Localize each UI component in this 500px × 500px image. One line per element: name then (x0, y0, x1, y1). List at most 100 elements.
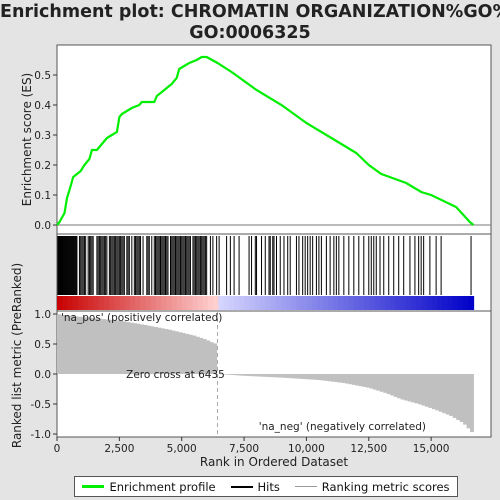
metric-bar-64 (279, 374, 284, 378)
metric-bar-23 (136, 323, 141, 374)
rank-color-band-seg-33 (228, 296, 235, 310)
es-panel-frame (56, 44, 492, 235)
metric-bar-62 (272, 374, 277, 378)
metric-bar-31 (164, 329, 169, 374)
rank-color-band-seg-28 (202, 296, 209, 310)
es-ytick-label-5: 0.5 (34, 70, 51, 82)
metric-bar-115 (456, 374, 461, 420)
rank-color-band-seg-48 (306, 296, 313, 310)
metric-bar-56 (251, 374, 256, 377)
es-ytick-label-0: 0.0 (34, 220, 51, 232)
metric-bar-40 (195, 336, 200, 374)
x-axis-label: Rank in Ordered Dataset (200, 455, 348, 469)
rank-color-band-seg-65 (395, 296, 402, 310)
metric-bar-74 (313, 374, 318, 380)
rank-color-band-seg-3 (72, 296, 79, 310)
metric-bar-78 (327, 374, 332, 382)
rank-color-band-seg-2 (67, 296, 74, 310)
metric-bar-98 (397, 374, 402, 399)
rank-color-band-seg-45 (291, 296, 298, 310)
rank-color-band-seg-10 (109, 296, 115, 310)
rank-color-band-seg-21 (166, 296, 173, 310)
chart-title-line2: GO:0006325 (189, 23, 311, 43)
rank-color-band-seg-29 (207, 296, 214, 310)
metric-bar-100 (404, 374, 408, 401)
rank-color-band-seg-12 (119, 296, 126, 310)
rank-color-band-seg-79 (468, 296, 475, 310)
rank-color-band-seg-9 (103, 296, 110, 310)
rank-color-band-seg-54 (338, 296, 344, 310)
metric-bar-22 (133, 323, 138, 374)
rank-color-band-seg-5 (83, 296, 89, 310)
rank-color-band-seg-78 (463, 296, 469, 310)
metric-bar-24 (140, 324, 145, 374)
metric-bar-91 (372, 374, 377, 390)
metric-bar-118 (466, 374, 471, 429)
metric-bar-51 (234, 374, 238, 376)
rank-color-band-seg-42 (275, 296, 282, 310)
es-ytick-label-1: 0.1 (34, 190, 51, 202)
metric-bar-33 (171, 330, 176, 374)
metric-bar-36 (181, 333, 186, 374)
metric-bar-101 (407, 374, 412, 402)
metric-bar-53 (240, 374, 245, 376)
metric-bar-5 (74, 316, 79, 374)
metric-bar-38 (188, 334, 193, 374)
rank-ytick-label-1: 0.5 (34, 339, 51, 351)
es-ytick-label-2: 0.2 (34, 160, 51, 172)
metric-bar-104 (418, 374, 422, 405)
metric-bar-65 (282, 374, 287, 378)
metric-bar-16 (112, 320, 117, 374)
rank-color-band-seg-27 (197, 296, 204, 310)
legend-swatch-enrichment (82, 485, 105, 488)
metric-bar-67 (289, 374, 294, 379)
metric-bar-18 (119, 320, 124, 374)
metric-bar-81 (338, 374, 343, 383)
rank-color-band-seg-51 (322, 296, 329, 310)
rank-color-band-seg-77 (457, 296, 464, 310)
metric-bar-14 (105, 319, 110, 374)
metric-bar-114 (452, 374, 457, 418)
rank-color-band-seg-20 (161, 296, 167, 310)
metric-bar-86 (355, 374, 360, 386)
metric-bar-54 (244, 374, 249, 376)
metric-bar-12 (98, 318, 103, 374)
xtick-label-4: 10,000 (288, 443, 325, 455)
rank-color-band-seg-50 (317, 296, 324, 310)
metric-bar-92 (376, 374, 381, 391)
metric-bar-11 (95, 318, 100, 374)
chart-title-line1: Enrichment plot: CHROMATIN ORGANIZATION%… (0, 2, 500, 22)
metric-bar-72 (306, 374, 311, 380)
rank-color-band-seg-16 (140, 296, 147, 310)
metric-bar-99 (400, 374, 405, 400)
metric-bar-59 (261, 374, 266, 377)
metric-bar-37 (185, 333, 190, 374)
rank-color-band-seg-70 (421, 296, 428, 310)
metric-bar-1 (60, 314, 65, 374)
metric-bar-3 (67, 315, 72, 374)
rank-color-band-seg-67 (405, 296, 412, 310)
metric-bar-55 (247, 374, 252, 377)
rank-ytick-label-2: 0.0 (34, 369, 51, 381)
metric-bar-75 (317, 374, 322, 381)
rank-color-band-seg-53 (332, 296, 339, 310)
rank-color-band-seg-36 (244, 296, 251, 310)
metric-bar-79 (331, 374, 336, 382)
rank-color-band-seg-34 (234, 296, 240, 310)
rank-color-band-seg-26 (192, 296, 199, 310)
metric-bar-113 (449, 374, 454, 416)
rank-color-band-seg-75 (447, 296, 454, 310)
rank-ytick-label-4: -1.0 (31, 429, 52, 441)
rank-color-band-seg-59 (364, 296, 371, 310)
legend-item-ranking-metric: Ranking metric scores (294, 480, 450, 494)
rank-color-band-seg-56 (348, 296, 355, 310)
metric-bar-10 (91, 318, 96, 374)
metric-bar-90 (369, 374, 374, 389)
rank-color-band-seg-19 (155, 296, 162, 310)
rank-color-band-seg-63 (385, 296, 391, 310)
metric-bar-41 (199, 337, 204, 374)
metric-bar-109 (435, 374, 440, 411)
metric-bar-97 (393, 374, 398, 397)
rank-color-band-seg-76 (452, 296, 459, 310)
rank-color-band-seg-74 (442, 296, 449, 310)
